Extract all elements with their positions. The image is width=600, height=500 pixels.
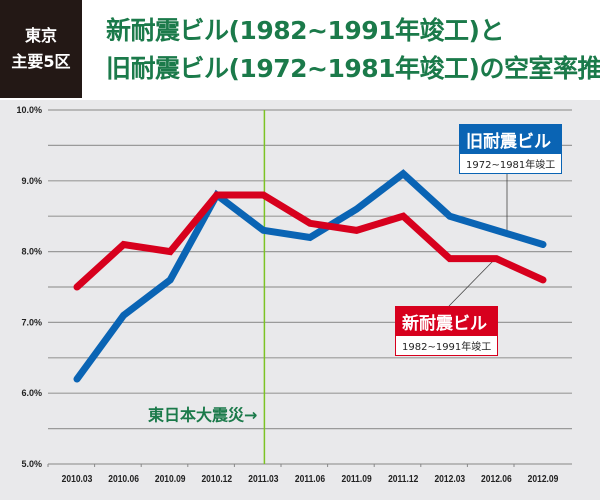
y-tick-label: 7.0%	[21, 317, 42, 327]
legend-new-leader	[448, 259, 495, 307]
legend-new-subtitle: 1982~1991年竣工	[402, 342, 492, 353]
legend-new-seismic: 新耐震ビル 1982~1991年竣工	[395, 306, 499, 356]
x-tick-label: 2012.06	[481, 473, 512, 484]
x-tick-label: 2012.03	[434, 473, 465, 484]
y-tick-label: 10.0%	[16, 105, 42, 115]
x-tick-label: 2010.09	[155, 473, 186, 484]
x-tick-label: 2011.03	[248, 473, 278, 484]
x-tick-label: 2010.12	[201, 473, 232, 484]
earthquake-annotation: 東日本大震災→	[148, 405, 257, 424]
x-tick-label: 2011.09	[341, 473, 371, 484]
y-tick-label: 5.0%	[21, 459, 42, 469]
x-tick-label: 2012.09	[528, 473, 559, 484]
legend-old-subtitle: 1972~1981年竣工	[466, 160, 556, 171]
title-line-1: 新耐震ビル(1982~1991年竣工)と	[106, 16, 504, 45]
y-tick-label: 8.0%	[21, 247, 42, 257]
legend-old-title: 旧耐震ビル	[460, 125, 562, 154]
header: 東京 主要5区 新耐震ビル(1982~1991年竣工)と 旧耐震ビル(1972~…	[0, 0, 600, 100]
region-label: 東京 主要5区	[0, 0, 82, 98]
region-line-1: 東京	[24, 26, 57, 45]
x-tick-label: 2011.12	[388, 473, 418, 484]
chart-title: 新耐震ビル(1982~1991年竣工)と 旧耐震ビル(1972~1981年竣工)…	[106, 12, 600, 88]
x-tick-label: 2010.06	[108, 473, 139, 484]
x-tick-label: 2010.03	[62, 473, 93, 484]
title-line-2: 旧耐震ビル(1972~1981年竣工)の空室率推移	[106, 54, 600, 83]
legend-new-title: 新耐震ビル	[396, 307, 498, 336]
region-line-2: 主要5区	[11, 52, 71, 71]
y-tick-label: 9.0%	[21, 176, 42, 186]
y-tick-label: 6.0%	[21, 388, 42, 398]
legend-old-seismic: 旧耐震ビル 1972~1981年竣工	[459, 124, 563, 174]
x-tick-label: 2011.06	[295, 473, 325, 484]
